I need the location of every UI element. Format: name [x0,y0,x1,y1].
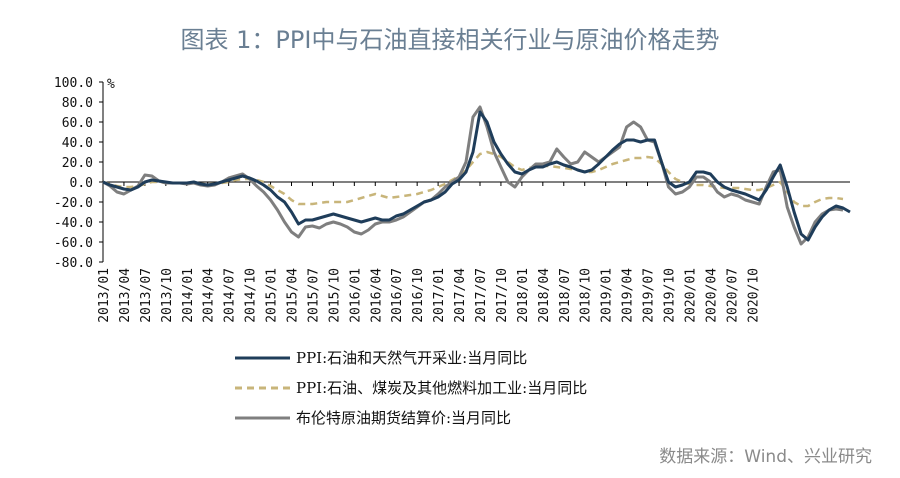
x-tick-label: 2017/10 [495,268,510,323]
x-tick-label: 2018/01 [516,268,531,323]
legend-label-2: PPI:石油、煤炭及其他燃料加工业:当月同比 [296,379,587,397]
x-axis: 2013/01 2013/04 2013/07 2013/10 2014/01 2014/… [97,181,850,323]
x-tick-label: 2020/04 [704,268,719,323]
y-axis: 100.0 80.0 60.0 40.0 20.0 0.0 -20.0 -40.0 -60.0 -… [54,76,115,271]
x-tick-label: 2013/10 [160,268,175,323]
x-tick-label: 2018/07 [558,268,573,323]
y-tick-label: 60.0 [62,116,93,131]
series-lines [102,105,851,246]
y-tick-label: 80.0 [62,96,93,111]
x-tick-label: 2014/07 [223,268,238,323]
x-tick-label: 2020/01 [683,268,698,323]
y-tick-label: -40.0 [54,216,93,231]
x-tick-label: 2013/04 [118,268,133,323]
x-tick-label: 2014/04 [202,268,217,323]
data-source-note: 数据来源：Wind、兴业研究 [659,447,872,467]
x-tick-label: 2017/07 [474,268,489,323]
x-tick-label: 2019/10 [662,268,677,323]
y-tick-label: 0.0 [70,176,93,191]
x-tick-label: 2014/01 [181,268,196,323]
x-tick-label: 2017/04 [453,268,468,323]
x-tick-label: 2015/10 [327,268,342,323]
x-tick-label: 2013/07 [139,268,154,323]
series-line-2 [102,150,844,208]
x-tick-label: 2013/01 [97,268,112,323]
y-tick-label: -80.0 [54,256,93,271]
y-tick-label: 100.0 [54,76,93,91]
legend: PPI:石油和天然气开采业:当月同比 PPI:石油、煤炭及其他燃料加工业:当月同比… [235,349,587,427]
x-tick-label: 2016/01 [348,268,363,323]
series-line-3 [102,105,844,246]
y-tick-label: 20.0 [62,156,93,171]
x-tick-label: 2019/04 [621,268,636,323]
legend-label-1: PPI:石油和天然气开采业:当月同比 [296,349,527,367]
x-tick-label: 2016/10 [411,268,426,323]
series-line-1 [102,110,851,242]
x-tick-label: 2015/04 [285,268,300,323]
y-unit-label: % [107,77,115,92]
x-tick-label: 2017/01 [432,268,447,323]
y-tick-label: -60.0 [54,236,93,251]
y-tick-label: 40.0 [62,136,93,151]
chart-title: 图表 1：PPI中与石油直接相关行业与原油价格走势 [180,26,720,54]
x-tick-label: 2020/07 [725,268,740,323]
x-tick-label: 2018/04 [537,268,552,323]
x-tick-label: 2015/01 [265,268,280,323]
x-tick-label: 2016/04 [369,268,384,323]
x-tick-label: 2015/07 [306,268,321,323]
x-tick-label: 2019/07 [642,268,657,323]
x-tick-label: 2020/10 [746,268,761,323]
y-tick-label: -20.0 [54,196,93,211]
legend-label-3: 布伦特原油期货结算价:当月同比 [296,409,511,427]
x-tick-label: 2018/10 [579,268,594,323]
x-tick-label: 2014/10 [244,268,259,323]
x-tick-label: 2019/01 [600,268,615,323]
x-tick-label: 2016/07 [390,268,405,323]
